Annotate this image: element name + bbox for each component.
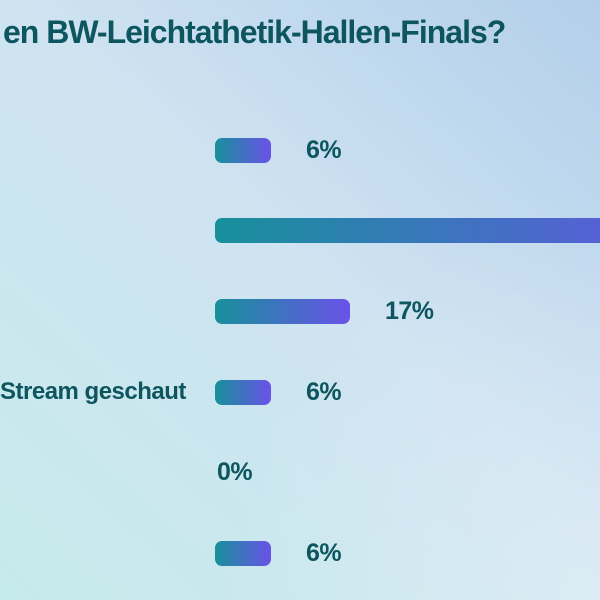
percentage-label: 6%	[306, 135, 342, 164]
percentage-label: 6%	[306, 377, 342, 406]
category-label: Stream geschaut	[0, 378, 186, 406]
chart-row	[0, 191, 600, 272]
chart-title: en BW-Leichtathetik-Hallen-Finals?	[3, 14, 506, 50]
bar	[215, 218, 600, 244]
chart-row: 6%	[0, 513, 600, 594]
percentage-label: 0%	[217, 458, 253, 487]
chart-row: Stream geschaut 6%	[0, 352, 600, 433]
chart-row: 0%	[0, 432, 600, 513]
percentage-label: 6%	[306, 538, 342, 567]
bar	[215, 379, 271, 405]
bar	[215, 540, 271, 566]
chart-row: 6%	[0, 110, 600, 191]
chart-row: 17%	[0, 271, 600, 352]
bar	[215, 298, 350, 324]
percentage-label: 17%	[385, 296, 434, 325]
bar-rows-container: 6% 17% Stream geschaut 6% 0% 6%	[0, 110, 600, 594]
bar	[215, 137, 271, 163]
